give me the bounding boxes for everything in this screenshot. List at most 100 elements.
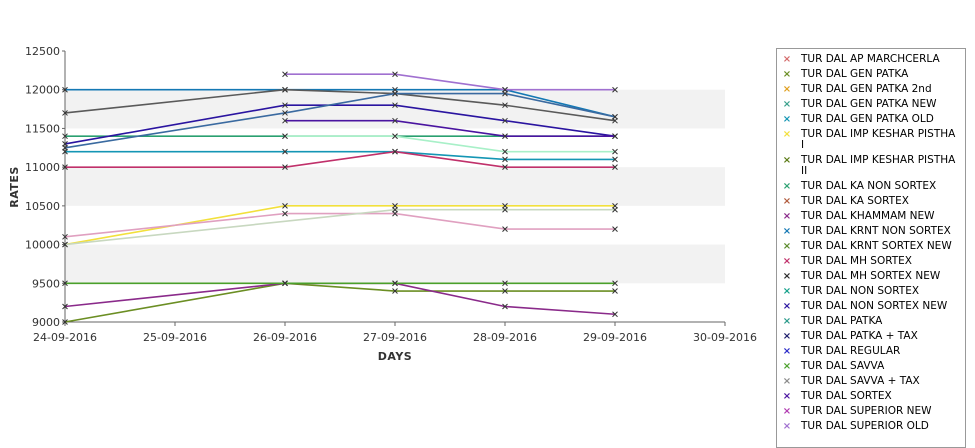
y-tick-label: 10500 <box>25 200 60 213</box>
data-point <box>62 319 68 325</box>
x-tick-label: 28-09-2016 <box>473 331 537 344</box>
x-tick-label: 25-09-2016 <box>143 331 207 344</box>
legend-item: × TUR DAL SAVVA + TAX <box>777 374 965 389</box>
legend-item: × TUR DAL GEN PATKA <box>777 67 965 82</box>
legend-marker-icon: × <box>782 376 792 387</box>
data-point <box>612 206 618 213</box>
series-line <box>64 212 615 238</box>
legend-item: × TUR DAL KA SORTEX <box>777 194 965 209</box>
data-point <box>392 102 398 109</box>
data-point <box>282 280 288 287</box>
series-28 <box>62 206 618 248</box>
series-9 <box>62 280 618 318</box>
grid-bands <box>65 89 725 284</box>
legend-marker-icon: × <box>782 54 792 65</box>
data-point <box>282 210 288 217</box>
legend-item: × TUR DAL IMP KESHAR PISTHA II <box>777 153 965 179</box>
data-point <box>392 206 398 213</box>
data-point <box>612 164 618 170</box>
data-point <box>282 110 288 116</box>
legend-marker-icon: × <box>782 301 792 312</box>
legend-item: × TUR DAL KHAMMAM NEW <box>777 209 965 224</box>
data-point <box>502 156 508 163</box>
legend-item: × TUR DAL SORTEX <box>777 389 965 404</box>
legend-marker-icon: × <box>782 421 792 432</box>
legend-marker-icon: × <box>782 181 792 192</box>
legend-item: × TUR DAL AP MARCHCERLA <box>777 52 965 67</box>
data-point <box>282 164 288 170</box>
legend-marker-icon: × <box>782 196 792 207</box>
legend-label: TUR DAL KRNT SORTEX NEW <box>801 240 952 252</box>
legend-item: × TUR DAL PATKA + TAX <box>777 329 965 344</box>
legend-item: × TUR DAL GEN PATKA OLD <box>777 112 965 127</box>
legend-label: TUR DAL MH SORTEX <box>801 255 912 267</box>
legend-item: × TUR DAL NON SORTEX NEW <box>777 299 965 314</box>
legend-marker-icon: × <box>782 316 792 327</box>
legend-item: × TUR DAL SUPERIOR NEW <box>777 404 965 419</box>
legend-marker-icon: × <box>782 69 792 80</box>
legend-marker-icon: × <box>782 361 792 372</box>
legend-item: × TUR DAL GEN PATKA NEW <box>777 97 965 112</box>
legend-label: TUR DAL PATKA <box>801 315 883 327</box>
legend-marker-icon: × <box>782 84 792 95</box>
legend-marker-icon: × <box>782 211 792 222</box>
y-tick-label: 12000 <box>25 84 60 97</box>
x-axis-ticks: 24-09-2016 25-09-2016 26-09-2016 27-09-2016… <box>33 322 757 344</box>
series-12 <box>62 148 618 170</box>
x-tick-label: 27-09-2016 <box>363 331 427 344</box>
legend-item: × TUR DAL REGULAR <box>777 344 965 359</box>
data-point <box>392 280 398 287</box>
legend-item: × TUR DAL GEN PATKA 2nd <box>777 82 965 97</box>
data-point <box>62 280 68 287</box>
series-line <box>64 282 615 323</box>
legend-marker-icon: × <box>782 331 792 342</box>
data-point <box>62 86 68 93</box>
series-1 <box>62 280 618 325</box>
series-21 <box>282 117 618 140</box>
y-tick-label: 11000 <box>25 161 60 174</box>
legend-label: TUR DAL GEN PATKA NEW <box>801 98 937 110</box>
data-point <box>392 133 398 140</box>
legend-label: TUR DAL PATKA + TAX <box>801 330 918 342</box>
y-tick-label: 11500 <box>25 122 60 135</box>
legend-label: TUR DAL KA NON SORTEX <box>801 180 937 192</box>
data-point <box>282 86 288 93</box>
data-point <box>282 102 288 109</box>
data-point <box>502 226 508 232</box>
y-tick-label: 12500 <box>25 45 60 58</box>
grid-band <box>65 89 725 129</box>
data-point <box>502 102 508 109</box>
legend-label: TUR DAL SUPERIOR OLD <box>801 420 929 432</box>
x-tick-label: 30-09-2016 <box>693 331 757 344</box>
legend-marker-icon: × <box>782 256 792 267</box>
legend-label: TUR DAL NON SORTEX NEW <box>801 300 948 312</box>
data-point <box>282 71 288 78</box>
data-point <box>502 206 508 213</box>
grid-band <box>65 167 725 206</box>
data-point <box>612 86 618 93</box>
data-point <box>612 311 618 318</box>
legend-item: × TUR DAL SUPERIOR OLD <box>777 419 965 434</box>
data-point <box>392 148 398 155</box>
series-line <box>285 119 615 137</box>
data-point <box>62 144 68 151</box>
legend-item: × TUR DAL NON SORTEX <box>777 284 965 299</box>
line-chart: 9000 9500 10000 10500 11000 11500 12000 12500 2… <box>8 45 757 363</box>
series-line <box>285 135 615 153</box>
legend-label: TUR DAL KA SORTEX <box>801 195 909 207</box>
legend-marker-icon: × <box>782 99 792 110</box>
legend-label: TUR DAL KHAMMAM NEW <box>801 210 935 222</box>
series-19 <box>62 280 618 287</box>
legend-label: TUR DAL SAVVA + TAX <box>801 375 920 387</box>
data-point <box>502 288 508 294</box>
series-line <box>285 73 615 91</box>
data-point <box>392 117 398 124</box>
legend-item: × TUR DAL KRNT SORTEX NEW <box>777 239 965 254</box>
data-point <box>612 113 618 120</box>
legend-marker-icon: × <box>782 114 792 125</box>
data-point <box>282 148 288 155</box>
legend-label: TUR DAL REGULAR <box>801 345 901 357</box>
legend-marker-icon: × <box>782 155 792 166</box>
y-axis-ticks: 9000 9500 10000 10500 11000 11500 12000 12500 <box>25 45 65 329</box>
data-point <box>612 288 618 294</box>
